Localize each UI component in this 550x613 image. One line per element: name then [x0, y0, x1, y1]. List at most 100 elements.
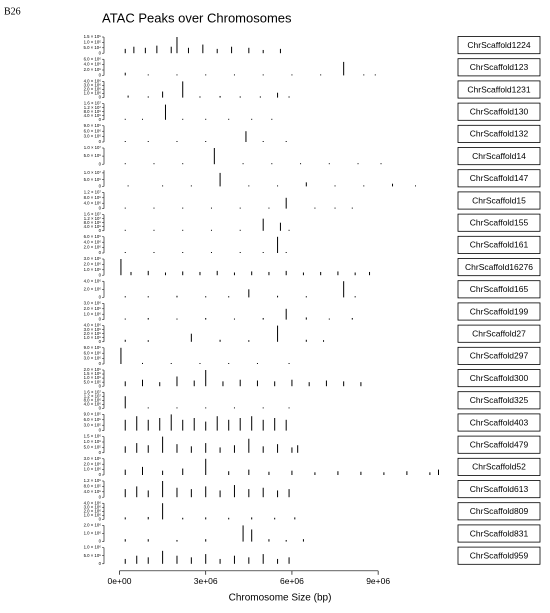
- panel-label: ChrScaffold809: [470, 506, 529, 516]
- y-tick-label: 6.0 × 10⁶: [84, 234, 102, 239]
- y-tick-label: 3.0 × 10⁶: [84, 256, 102, 261]
- label-box: [457, 435, 541, 454]
- y-tick-label: 0: [99, 228, 102, 233]
- x-tick-label: 9e+06: [366, 576, 390, 586]
- figure-label: B26: [4, 6, 21, 17]
- y-tick-label: 3.0 × 10⁵: [84, 422, 102, 427]
- y-tick-label: 5.0 × 10⁶: [84, 177, 102, 182]
- panel-label: ChrScaffold165: [470, 284, 529, 294]
- x-axis-label: Chromosome Size (bp): [229, 593, 332, 604]
- panel-label: ChrScaffold155: [470, 217, 529, 227]
- y-tick-label: 3.0 × 10⁶: [84, 83, 102, 88]
- label-box: [457, 102, 541, 121]
- y-tick-label: 1.2 × 10⁶: [84, 478, 102, 483]
- y-tick-label: 1.5 × 10⁵: [84, 34, 102, 39]
- label-box: [457, 191, 541, 210]
- y-tick-label: 0: [99, 339, 102, 344]
- panel-label: ChrScaffold479: [470, 439, 529, 449]
- panel-label: ChrScaffold831: [470, 528, 529, 538]
- y-tick-label: 1.6 × 10⁷: [84, 212, 102, 217]
- y-tick-label: 1.0 × 10⁶: [84, 335, 102, 340]
- y-tick-label: 8.0 × 10⁶: [84, 220, 102, 225]
- y-tick-label: 0: [99, 494, 102, 499]
- label-box: [457, 546, 541, 565]
- label-box: [457, 258, 541, 277]
- x-tick-label: 3e+06: [194, 576, 218, 586]
- y-tick-label: 1.0 × 10⁶: [84, 311, 102, 316]
- label-box: [457, 391, 541, 410]
- y-tick-label: 2.0 × 10⁶: [84, 523, 102, 528]
- label-box: [457, 502, 541, 521]
- y-tick-label: 4.0 × 10⁶: [84, 79, 102, 84]
- label-box: [457, 524, 541, 543]
- panel-label: ChrScaffold297: [470, 351, 529, 361]
- y-tick-label: 2.0 × 10⁶: [84, 262, 102, 267]
- label-box: [457, 80, 541, 99]
- y-tick-label: 2.0 × 10⁶: [84, 508, 102, 513]
- y-tick-label: 1.0 × 10⁶: [84, 439, 102, 444]
- y-tick-label: 0: [99, 406, 102, 411]
- y-tick-label: 4.0 × 10⁶: [84, 401, 102, 406]
- panel-label: ChrScaffold14: [472, 151, 526, 161]
- y-tick-label: 1.2 × 10⁷: [84, 190, 102, 195]
- y-tick-label: 0: [99, 517, 102, 522]
- panel-label: ChrScaffold132: [470, 129, 529, 139]
- label-box: [457, 369, 541, 388]
- y-tick-label: 2.0 × 10⁶: [84, 331, 102, 336]
- y-tick-label: 0: [99, 428, 102, 433]
- y-tick-label: 3.0 × 10⁶: [84, 134, 102, 139]
- label-box: [457, 213, 541, 232]
- panel-label: ChrScaffold15: [472, 195, 526, 205]
- y-tick-label: 0: [99, 95, 102, 100]
- y-tick-label: 2.0 × 10⁶: [84, 245, 102, 250]
- label-box: [457, 413, 541, 432]
- y-tick-label: 2.0 × 10⁶: [84, 306, 102, 311]
- y-tick-label: 1.0 × 10⁶: [84, 91, 102, 96]
- x-tick-label: 0e+00: [108, 576, 132, 586]
- y-tick-label: 0: [99, 295, 102, 300]
- y-tick-label: 4.0 × 10⁶: [84, 62, 102, 67]
- y-tick-label: 0: [99, 184, 102, 189]
- y-tick-label: 4.0 × 10⁶: [84, 224, 102, 229]
- y-tick-label: 1.0 × 10⁷: [84, 145, 102, 150]
- y-tick-label: 5.0 × 10⁴: [84, 45, 102, 50]
- panel-label: ChrScaffold613: [470, 484, 529, 494]
- y-tick-label: 2.0 × 10⁶: [84, 461, 102, 466]
- panel-label: ChrScaffold1231: [467, 84, 530, 94]
- panel-label: ChrScaffold27: [472, 328, 526, 338]
- panel-label: ChrScaffold147: [470, 173, 529, 183]
- y-tick-label: 9.0 × 10⁵: [84, 412, 102, 417]
- y-tick-label: 0: [99, 561, 102, 566]
- y-tick-label: 1.2 × 10⁷: [84, 393, 102, 398]
- y-tick-label: 0: [99, 117, 102, 122]
- y-tick-label: 5.0 × 10⁶: [84, 153, 102, 158]
- label-box: [457, 169, 541, 188]
- label-box: [457, 147, 541, 166]
- panel-label: ChrScaffold199: [470, 306, 529, 316]
- y-tick-label: 0: [99, 206, 102, 211]
- y-tick-label: 0: [99, 361, 102, 366]
- y-tick-label: 6.0 × 10⁶: [84, 56, 102, 61]
- y-tick-label: 9.0 × 10⁶: [84, 345, 102, 350]
- label-box: [457, 346, 541, 365]
- y-tick-label: 1.0 × 10⁷: [84, 170, 102, 175]
- y-tick-label: 4.0 × 10⁶: [84, 200, 102, 205]
- y-tick-label: 9.0 × 10⁶: [84, 123, 102, 128]
- y-tick-label: 1.0 × 10⁶: [84, 467, 102, 472]
- panel-label: ChrScaffold1224: [467, 40, 530, 50]
- label-box: [457, 324, 541, 343]
- y-tick-label: 0: [99, 383, 102, 388]
- panel-label: ChrScaffold161: [470, 240, 529, 250]
- y-tick-label: 1.5 × 10⁶: [84, 371, 102, 376]
- label-box: [457, 457, 541, 476]
- y-tick-label: 1.0 × 10⁶: [84, 545, 102, 550]
- y-tick-label: 2.0 × 10⁶: [84, 87, 102, 92]
- y-tick-label: 2.0 × 10⁶: [84, 286, 102, 291]
- y-tick-label: 1.0 × 10⁶: [84, 531, 102, 536]
- y-tick-label: 2.0 × 10⁶: [84, 67, 102, 72]
- y-tick-label: 1.0 × 10⁶: [84, 512, 102, 517]
- label-box: [457, 124, 541, 143]
- y-tick-label: 0: [99, 450, 102, 455]
- y-tick-label: 2.0 × 10⁶: [84, 367, 102, 372]
